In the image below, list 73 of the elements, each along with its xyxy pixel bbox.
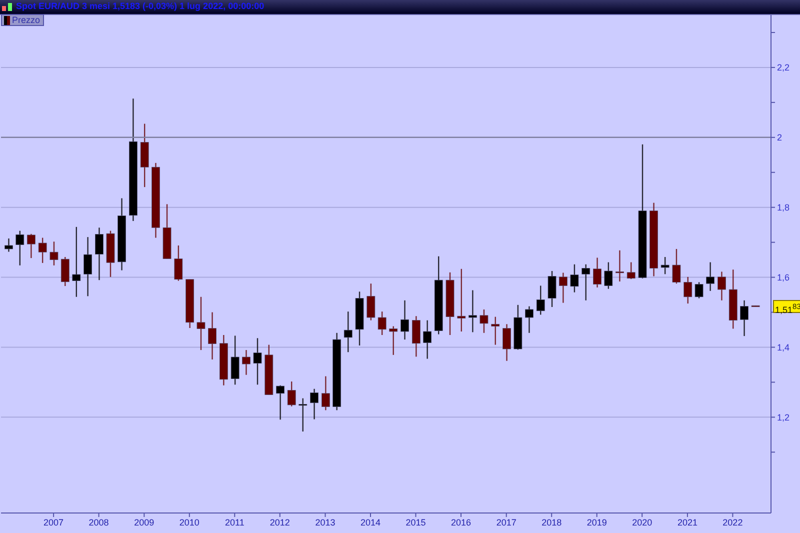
- candlestick: [389, 326, 398, 356]
- x-tick-label: 2011: [224, 517, 244, 528]
- candlestick: [310, 388, 318, 420]
- candlestick: [626, 262, 636, 280]
- candlestick: [480, 308, 488, 334]
- candlestick: [230, 335, 240, 386]
- x-tick-label: 2017: [496, 517, 516, 528]
- candlestick: [457, 268, 466, 332]
- candlestick: [604, 262, 613, 290]
- candlestick: [672, 248, 681, 284]
- candlestick: [16, 230, 24, 266]
- x-tick-label: 2012: [270, 517, 290, 528]
- candlestick: [582, 264, 590, 301]
- candlestick: [84, 236, 92, 297]
- candlestick: [26, 233, 36, 259]
- candlestick: [242, 349, 250, 376]
- x-tick-label: 2016: [450, 517, 472, 528]
- candlestick: [718, 271, 726, 301]
- x-tick-label: 2019: [586, 517, 607, 528]
- candlestick: [740, 300, 748, 337]
- x-tick-label: 2009: [134, 517, 154, 528]
- candlestick: [50, 241, 58, 266]
- candlestick: [298, 398, 308, 432]
- candlestick: [412, 316, 420, 358]
- x-tick-label: 2015: [406, 517, 426, 528]
- candlestick: [72, 226, 81, 298]
- candlestick: [60, 256, 70, 287]
- candlestick: [276, 384, 285, 420]
- candlestick: [684, 276, 692, 304]
- candlestick: [321, 376, 330, 411]
- candlestick: [423, 320, 432, 360]
- candlestick: [378, 310, 386, 336]
- candlestick: [616, 250, 624, 282]
- candlestick: [548, 270, 556, 308]
- x-tick-label: 2014: [360, 517, 381, 528]
- x-tick-label: 2007: [44, 517, 64, 528]
- legend-label: Prezzo: [12, 15, 40, 25]
- candlestick: [174, 244, 183, 282]
- candlestick: [287, 380, 296, 407]
- candlestick: [344, 310, 352, 353]
- candlestick: [95, 227, 104, 281]
- candlestick: [536, 285, 545, 316]
- candlestick: [502, 324, 511, 362]
- candlestick: [208, 312, 216, 360]
- candlestick: [38, 237, 47, 264]
- y-tick-label: 2,2: [777, 62, 790, 73]
- y-tick-label: 1,4: [777, 342, 790, 352]
- candlestick: [468, 290, 477, 333]
- x-tick-label: 2013: [315, 517, 336, 528]
- candlestick: [253, 338, 262, 386]
- y-tick-label: 1,6: [777, 272, 790, 282]
- candlestick: [366, 282, 376, 321]
- candlestick: [706, 262, 715, 292]
- candlestick: [4, 238, 13, 252]
- candlestick: [694, 282, 704, 299]
- candlestick: [525, 306, 534, 334]
- x-tick-label: 2020: [632, 517, 652, 528]
- x-tick-label: 2021: [677, 517, 698, 528]
- x-tick-label: 2018: [542, 517, 562, 528]
- candlestick: [558, 272, 568, 304]
- candlestick: [400, 300, 409, 340]
- y-tick-label: 1,8: [777, 202, 790, 213]
- x-tick-label: 2010: [179, 517, 200, 528]
- candlestick: [660, 256, 670, 275]
- x-tick-label: 2008: [88, 517, 109, 528]
- candlestick: [491, 316, 500, 346]
- candlestick: [593, 257, 602, 288]
- chart-title: Spot EUR/AUD 3 mesi 1,5183 (-0,03%) 1 lug 2022, 00:00:00: [16, 1, 264, 11]
- candlestick: [570, 264, 579, 293]
- y-tick-label: 2: [777, 132, 782, 143]
- candlestick: [196, 296, 206, 351]
- x-tick-label: 2022: [722, 517, 743, 528]
- y-tick-label: 1,2: [777, 412, 790, 422]
